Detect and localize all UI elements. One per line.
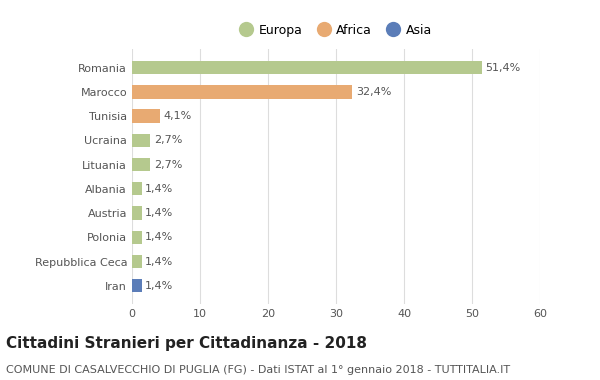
Text: 1,4%: 1,4%: [145, 232, 173, 242]
Bar: [132, 231, 142, 244]
Bar: [132, 61, 482, 74]
Text: 2,7%: 2,7%: [154, 135, 182, 145]
Bar: [132, 255, 142, 268]
Legend: Europa, Africa, Asia: Europa, Africa, Asia: [236, 20, 436, 41]
Text: COMUNE DI CASALVECCHIO DI PUGLIA (FG) - Dati ISTAT al 1° gennaio 2018 - TUTTITAL: COMUNE DI CASALVECCHIO DI PUGLIA (FG) - …: [6, 365, 510, 375]
Text: 2,7%: 2,7%: [154, 160, 182, 169]
Bar: [132, 109, 160, 123]
Bar: [132, 182, 142, 195]
Text: Cittadini Stranieri per Cittadinanza - 2018: Cittadini Stranieri per Cittadinanza - 2…: [6, 336, 367, 351]
Bar: [132, 134, 151, 147]
Bar: [132, 206, 142, 220]
Bar: [132, 279, 142, 293]
Text: 1,4%: 1,4%: [145, 208, 173, 218]
Bar: [132, 158, 151, 171]
Text: 32,4%: 32,4%: [356, 87, 391, 97]
Bar: [132, 85, 352, 98]
Text: 1,4%: 1,4%: [145, 256, 173, 266]
Text: 4,1%: 4,1%: [163, 111, 191, 121]
Text: 1,4%: 1,4%: [145, 281, 173, 291]
Text: 51,4%: 51,4%: [485, 63, 520, 73]
Text: 1,4%: 1,4%: [145, 184, 173, 194]
